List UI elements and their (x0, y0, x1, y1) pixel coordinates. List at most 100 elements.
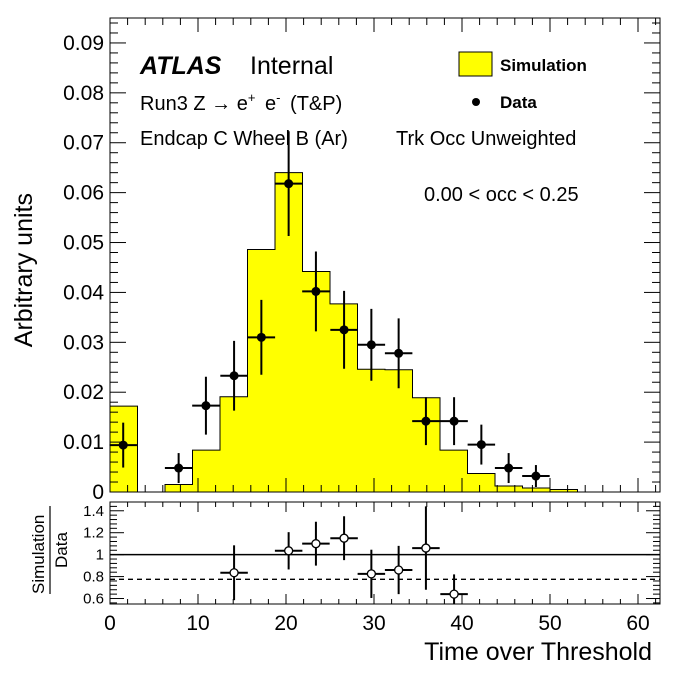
data-point (302, 251, 330, 332)
x-tick-label: 10 (186, 612, 209, 635)
simulation-bar (522, 488, 550, 492)
top-y-tick-label: 0 (92, 481, 104, 504)
ratio-marker (311, 539, 321, 549)
legend-simulation-swatch (458, 51, 493, 77)
ratio-points (220, 506, 468, 604)
simulation-bar (165, 484, 193, 492)
x-tick-label: 60 (626, 612, 649, 635)
ratio-denominator-label: Data (52, 532, 71, 568)
atlas-label: ATLAS (139, 52, 222, 80)
y-axis-title: Arbitrary units (10, 193, 38, 347)
simulation-bar (495, 486, 523, 492)
simulation-bar (550, 489, 578, 492)
top-y-tick-label: 0.07 (63, 132, 104, 155)
simulation-bar (385, 369, 413, 492)
ratio-point (357, 549, 386, 598)
top-y-tick-label: 0.04 (63, 281, 104, 304)
ratio-point (384, 545, 413, 595)
x-tick-label: 30 (362, 612, 385, 635)
ratio-plot-frame (109, 501, 661, 605)
simulation-bar (357, 369, 385, 492)
x-axis-title: Time over Threshold (424, 638, 652, 666)
data-point (412, 397, 440, 446)
ratio-y-tick-label: 0.8 (83, 569, 104, 586)
charge-plus: + (248, 90, 256, 105)
ratio-point (412, 506, 440, 590)
top-y-tick-label: 0.01 (63, 431, 104, 454)
data-point (522, 465, 550, 488)
ratio-y-axis-title: Simulation Data (29, 506, 71, 594)
data-point (164, 453, 193, 484)
data-marker (284, 179, 294, 189)
weighting-label: Trk Occ Unweighted (396, 128, 576, 150)
ratio-y-tick-label: 1 (96, 547, 104, 564)
data-marker (531, 471, 541, 481)
top-y-tick-label: 0.08 (63, 82, 104, 105)
data-point (330, 290, 358, 369)
x-tick-label: 20 (274, 612, 297, 635)
data-point (357, 308, 386, 381)
ratio-marker (393, 565, 404, 575)
top-plot-frame (109, 17, 661, 493)
data-point (109, 422, 137, 468)
ratio-point (440, 574, 468, 604)
ratio-point (220, 545, 248, 601)
x-tick-label: 50 (538, 612, 561, 635)
top-panel: 0 0.01 0.02 0.03 0.04 0.05 0.06 0.07 0.08 0.09 Ar… (10, 17, 661, 504)
ratio-numerator-label: Simulation (29, 515, 48, 594)
top-y-tick-label: 0.02 (63, 381, 104, 404)
ratio-marker (449, 589, 459, 599)
ratio-x-ticks: 0 10 20 30 40 50 60 (104, 502, 657, 635)
simulation-bar (220, 396, 248, 492)
data-marker (118, 440, 128, 450)
data-marker (256, 332, 266, 342)
ratio-panel: 0 10 20 30 40 50 60 0.6 0.8 1 1.2 1.4 Simulation D… (29, 501, 661, 666)
process-run: Run3 Z (140, 93, 206, 115)
data-marker (421, 416, 431, 426)
top-y-ticks: 0 0.01 0.02 0.03 0.04 0.05 0.06 0.07 0.08 0.09 (63, 22, 660, 504)
electron: e (237, 93, 248, 115)
ratio-point (330, 516, 358, 561)
data-point (192, 376, 220, 435)
positron: e (265, 93, 276, 115)
data-point (494, 453, 523, 484)
data-marker (476, 440, 486, 450)
ratio-point (274, 532, 303, 570)
ratio-y-tick-label: 1.4 (83, 503, 104, 520)
data-marker (449, 416, 459, 426)
data-points (109, 131, 550, 488)
legend-data-label: Data (500, 93, 537, 112)
ratio-marker (229, 568, 239, 578)
arrow-symbol: → (211, 93, 237, 115)
data-point (220, 340, 248, 411)
top-y-tick-label: 0.09 (63, 32, 104, 55)
data-point (247, 299, 276, 375)
data-marker (311, 286, 321, 296)
ratio-marker (339, 533, 349, 543)
ratio-point (302, 521, 330, 566)
data-point (440, 397, 468, 446)
data-marker (174, 463, 184, 473)
top-x-ticks (109, 18, 657, 492)
data-marker (339, 325, 349, 335)
process-label: Run3 Z → e+ e- (T&P) (140, 85, 342, 115)
charge-minus: - (276, 90, 280, 105)
ratio-y-tick-label: 0.6 (83, 591, 104, 608)
data-marker (504, 463, 514, 473)
top-y-tick-label: 0.05 (63, 232, 104, 255)
legend-simulation-label: Simulation (500, 56, 587, 75)
data-marker (229, 371, 239, 381)
top-y-tick-label: 0.06 (63, 182, 104, 205)
ratio-marker (283, 546, 294, 556)
data-marker (201, 401, 211, 411)
data-point (384, 318, 413, 389)
top-y-tick-label: 0.03 (63, 331, 104, 354)
internal-label: Internal (250, 52, 333, 80)
x-tick-label: 0 (104, 612, 116, 635)
ratio-y-tick-label: 1.2 (83, 525, 104, 542)
selection-label: 0.00 < occ < 0.25 (424, 184, 579, 206)
legend: Simulation Data (458, 51, 587, 112)
ratio-y-ticks: 0.6 0.8 1 1.2 1.4 (83, 501, 660, 608)
legend-data-marker (472, 98, 480, 106)
